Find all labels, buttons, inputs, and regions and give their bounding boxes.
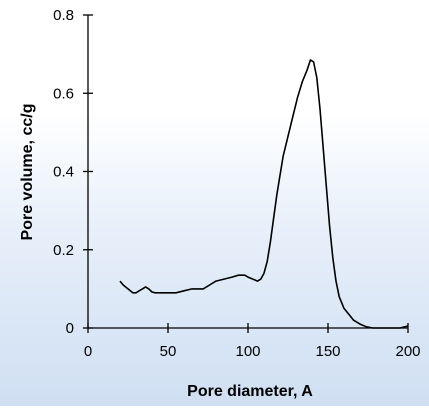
y-tick-label: 0	[66, 320, 74, 337]
y-tick-label: 0.2	[53, 242, 74, 259]
y-tick-label: 0.6	[53, 85, 74, 102]
x-tick-label: 200	[395, 343, 420, 360]
y-axis-title: Pore volume, cc/g	[19, 104, 36, 241]
x-tick-label: 0	[84, 343, 92, 360]
y-tick-label: 0.8	[53, 7, 74, 24]
axes	[83, 14, 409, 333]
y-tick-label: 0.4	[53, 164, 74, 181]
pore-volume-line	[119, 59, 409, 329]
series	[119, 59, 409, 329]
x-tick-label: 50	[160, 343, 177, 360]
x-tick-label: 150	[315, 343, 340, 360]
tick-labels: 0 0.2 0.4 0.6 0.8 0 50 100 150 200	[53, 7, 420, 360]
x-axis-title: Pore diameter, A	[187, 383, 313, 400]
x-tick-label: 100	[235, 343, 260, 360]
